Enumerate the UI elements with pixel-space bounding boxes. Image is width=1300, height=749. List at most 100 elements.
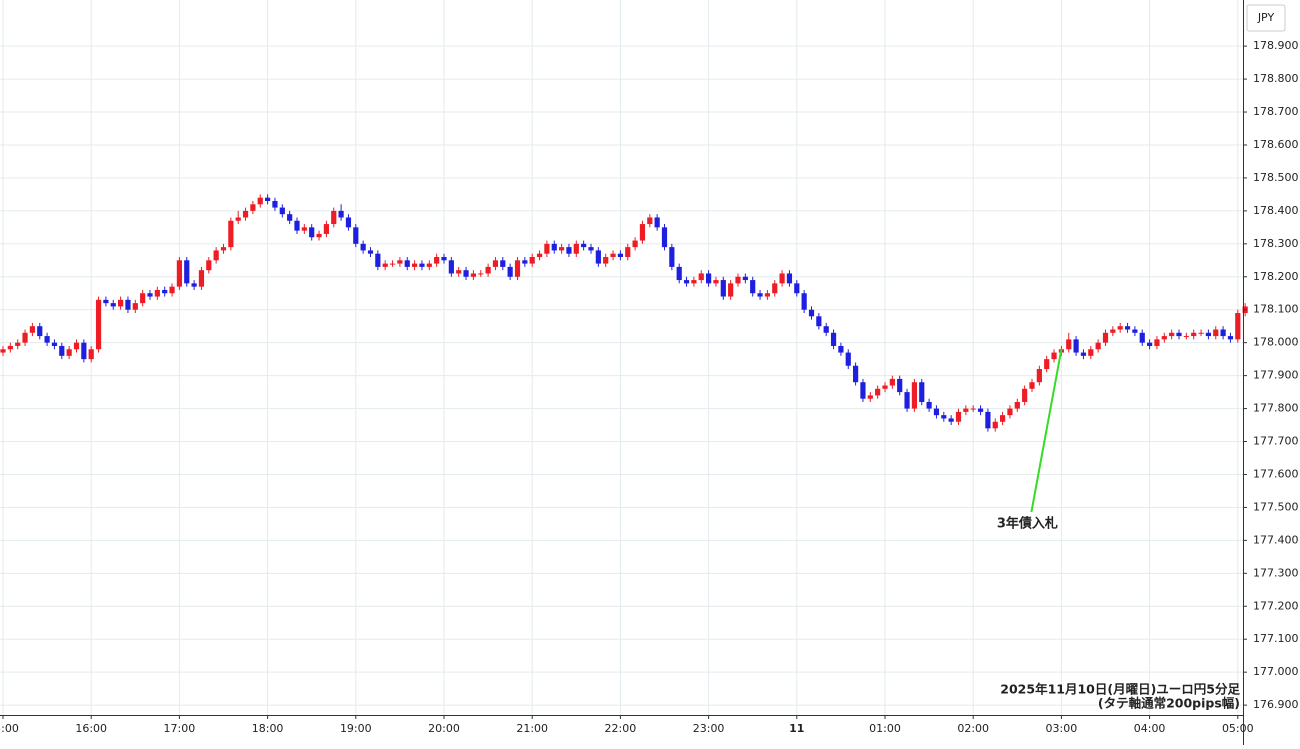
candle-body: [51, 342, 58, 346]
candle-body: [1213, 329, 1219, 337]
candle-body: [463, 270, 469, 277]
candle-body: [1110, 329, 1116, 333]
candle-body: [595, 250, 601, 264]
candle-body: [441, 257, 447, 261]
candle-body: [661, 227, 668, 248]
x-tick-label: 02:00: [957, 722, 989, 735]
candle-body: [228, 220, 234, 248]
candle-body: [1088, 349, 1094, 356]
candle-body: [301, 227, 307, 231]
candle-body: [875, 388, 881, 396]
candle-body: [897, 378, 903, 393]
candle-body: [1014, 401, 1020, 409]
annotation-label: 3年債入札: [997, 516, 1058, 532]
candle-body: [691, 280, 697, 284]
candle-body: [948, 418, 954, 422]
y-tick-label: 178.500: [1253, 171, 1299, 184]
candle-body: [764, 293, 770, 297]
candle-body: [1102, 332, 1109, 343]
candle-body: [279, 207, 285, 215]
x-tick-label: 03:00: [1046, 722, 1078, 735]
y-tick-label: 178.000: [1253, 336, 1299, 349]
candle-body: [830, 332, 837, 346]
candle-body: [1132, 329, 1138, 333]
y-tick-label: 176.900: [1253, 698, 1299, 711]
candle-body: [632, 240, 638, 248]
candle-body: [1051, 352, 1057, 360]
candle-body: [1029, 382, 1035, 389]
candle-body: [853, 365, 859, 383]
candle-body: [610, 253, 616, 258]
candle-body: [353, 227, 359, 244]
candle-body: [669, 247, 675, 267]
candle-body: [73, 342, 80, 350]
candle-body: [573, 243, 579, 254]
candle-body: [522, 260, 528, 264]
candle-body: [536, 253, 543, 258]
candle-body: [213, 250, 219, 261]
candle-body: [198, 270, 205, 287]
candle-body: [735, 276, 741, 284]
candle-body: [551, 243, 557, 251]
candle-body: [581, 243, 587, 248]
candle-body: [338, 210, 344, 218]
y-tick-label: 177.400: [1253, 533, 1299, 546]
x-tick-label: 19:00: [340, 722, 372, 735]
y-tick-label: 177.600: [1253, 467, 1299, 480]
candle-body: [698, 273, 704, 281]
candle-body: [823, 326, 829, 333]
candle-body: [492, 260, 499, 267]
candle-body: [309, 227, 315, 238]
candle-body: [529, 257, 535, 264]
candle-body: [375, 253, 381, 267]
candle-body: [132, 303, 138, 310]
candle-body: [1000, 415, 1006, 422]
candle-body: [1124, 326, 1131, 330]
candle-body: [1154, 339, 1160, 346]
candle-body: [316, 233, 322, 238]
candle-body: [125, 299, 131, 310]
candle-body: [750, 280, 756, 294]
candle-body: [889, 378, 895, 386]
candle-body: [419, 263, 425, 267]
candle-body: [95, 299, 102, 350]
candle-body: [1007, 408, 1013, 416]
candle-body: [808, 309, 815, 317]
candle-body: [250, 204, 256, 211]
candle-body: [118, 299, 124, 307]
candle-body: [1220, 329, 1226, 337]
candle-body: [448, 260, 454, 274]
candle-body: [794, 283, 800, 294]
candle-body: [647, 217, 653, 225]
candle-body: [191, 283, 197, 287]
candle-body: [1205, 332, 1211, 337]
currency-label: JPY: [1257, 11, 1275, 24]
candle-body: [235, 217, 241, 221]
candle-body: [977, 408, 984, 412]
candle-body: [1198, 332, 1204, 334]
y-tick-label: 177.900: [1253, 369, 1299, 382]
candle-body: [404, 260, 410, 267]
candle-body: [345, 217, 352, 228]
y-tick-label: 178.600: [1253, 138, 1299, 151]
candle-body: [206, 260, 212, 271]
candle-body: [507, 266, 513, 277]
y-tick-label: 178.800: [1253, 72, 1299, 85]
candle-body: [1147, 342, 1153, 346]
y-tick-label: 177.500: [1253, 500, 1299, 513]
candle-body: [176, 260, 182, 287]
y-tick-label: 178.100: [1253, 303, 1299, 316]
candle-body: [757, 293, 763, 297]
candle-body: [1095, 342, 1101, 350]
candle-body: [992, 421, 998, 429]
candle-body: [786, 273, 793, 284]
candle-body: [845, 352, 851, 366]
x-tick-label: 04:00: [1134, 722, 1166, 735]
candle-body: [367, 250, 374, 254]
candle-body: [478, 273, 484, 275]
x-tick-label: 22:00: [605, 722, 637, 735]
candle-body: [706, 273, 712, 284]
